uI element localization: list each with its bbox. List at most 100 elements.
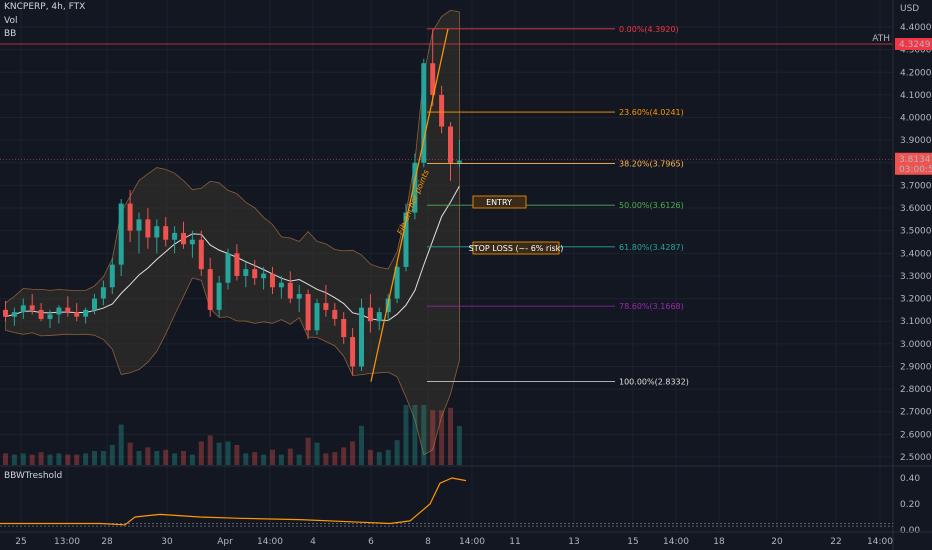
price-tick: 4.4000 — [900, 23, 932, 33]
price-tick: 2.6000 — [900, 430, 932, 440]
time-tick: 13 — [568, 537, 579, 547]
fib-anchor-line — [370, 28, 449, 382]
price-tick: 2.7000 — [900, 408, 932, 418]
candle — [20, 305, 26, 313]
price-tick: 2.5000 — [900, 453, 932, 463]
volume-bar — [154, 451, 160, 465]
candle — [278, 282, 284, 288]
price-tick: 3.1000 — [900, 317, 932, 327]
price-tick: 2.9000 — [900, 362, 932, 372]
fib-level-label: 61.80%(3.4287) — [619, 243, 684, 252]
candle — [65, 307, 71, 313]
candle — [341, 318, 347, 338]
volume-bar — [412, 405, 418, 465]
volume-bar — [314, 442, 320, 465]
ath-price-value: 4.3249 — [899, 40, 931, 50]
price-tick: 4.1000 — [900, 91, 932, 101]
candle — [421, 63, 427, 163]
volume-bar — [385, 449, 391, 465]
volume-bar — [189, 454, 195, 465]
candle — [47, 314, 53, 319]
volume-bar — [421, 405, 427, 465]
time-tick: 11 — [509, 537, 520, 547]
volume-bar — [136, 451, 142, 465]
candle — [305, 294, 311, 331]
volume-bar — [243, 453, 249, 465]
candle — [163, 226, 169, 240]
vol-legend[interactable]: Vol — [4, 16, 18, 26]
candle — [154, 226, 160, 238]
volume-bar — [439, 410, 445, 465]
candle — [448, 126, 453, 163]
fib-level-label: 100.00%(2.8332) — [619, 378, 689, 387]
ath-label: ATH — [872, 34, 890, 44]
time-tick: 14:00 — [459, 537, 485, 547]
candle — [172, 232, 178, 240]
volume-bar — [376, 452, 382, 465]
volume-bar — [394, 440, 400, 465]
price-tick: 3.4000 — [900, 249, 932, 259]
volume-bar — [145, 447, 151, 465]
bb-legend[interactable]: BB — [4, 29, 17, 39]
candle — [56, 307, 62, 315]
volume-bar — [127, 442, 133, 465]
time-tick: 25 — [15, 537, 26, 547]
volume-bar — [92, 451, 97, 465]
time-tick: 6 — [368, 537, 374, 547]
volume-bar — [367, 449, 373, 465]
time-tick: 22 — [830, 537, 841, 547]
price-tick: 3.7000 — [900, 181, 932, 191]
fib-level-label: 23.60%(4.0241) — [619, 108, 684, 117]
symbol-legend[interactable]: KNCPERP, 4h, FTX — [4, 2, 86, 12]
candle — [323, 303, 329, 310]
indicator-tick: 0.00 — [900, 526, 920, 536]
candle — [3, 309, 8, 317]
price-tick: 4.0000 — [900, 114, 932, 124]
volume-bar — [323, 453, 329, 465]
candle — [376, 312, 382, 322]
candle — [261, 273, 267, 279]
volume-bar — [332, 452, 338, 465]
volume-bar — [198, 441, 204, 465]
ath-price-tag — [895, 37, 932, 50]
candle — [207, 269, 213, 310]
candle — [109, 264, 115, 288]
volume-bar — [216, 442, 222, 465]
entry-box — [472, 195, 527, 209]
time-tick: 28 — [101, 537, 113, 547]
price-tick: 3.3000 — [900, 272, 932, 282]
candle — [92, 298, 97, 310]
price-tick: 3.0000 — [900, 340, 932, 350]
candle — [11, 312, 17, 317]
price-tick: 3.9000 — [900, 136, 932, 146]
candle — [252, 269, 258, 279]
currency-label: USD — [900, 4, 919, 14]
volume-bar — [11, 454, 17, 465]
volume-bar — [47, 454, 53, 465]
last-price-value: 3.8134 — [899, 155, 931, 165]
volume-bar — [65, 454, 71, 465]
indicator-tick: 0.20 — [900, 500, 920, 510]
time-tick: 8 — [425, 537, 431, 547]
volume-bar — [252, 452, 258, 465]
entry-label: ENTRY — [486, 198, 512, 207]
volume-bar — [109, 445, 115, 465]
fib-level-label: 50.00%(3.6126) — [619, 201, 684, 210]
last-price-tag — [895, 152, 932, 175]
price-tick: 3.2000 — [900, 295, 932, 305]
volume-bar — [20, 453, 26, 465]
volume-bar — [163, 449, 169, 465]
time-tick: 4 — [310, 537, 316, 547]
volume-bar — [83, 453, 89, 465]
candle — [394, 266, 400, 299]
time-tick: Apr — [217, 537, 233, 547]
candle — [287, 282, 293, 299]
candle — [456, 160, 462, 163]
stop-loss-box — [472, 241, 560, 255]
volume-bar — [448, 407, 453, 465]
candle — [145, 219, 151, 238]
price-tick: 4.2000 — [900, 68, 932, 78]
indicator-legend[interactable]: BBWTreshold — [4, 471, 63, 481]
price-tick: 3.5000 — [900, 227, 932, 237]
